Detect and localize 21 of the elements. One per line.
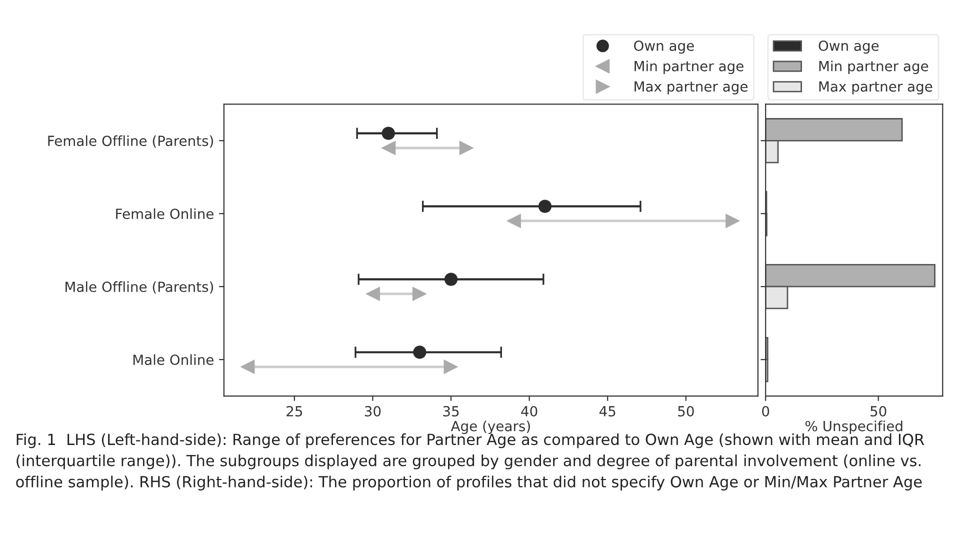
- x-tick-label: 25: [286, 406, 302, 416]
- legend-label: Max partner age: [634, 81, 748, 94]
- x-tick-label: 0: [762, 406, 770, 416]
- x-tick-label: 45: [599, 406, 616, 416]
- y-tick-label: Male Offline (Parents): [66, 281, 214, 294]
- legend-label: Own age: [818, 40, 879, 54]
- x-axis-title: Age (years): [450, 420, 530, 434]
- legend-label: Min partner age: [634, 60, 744, 74]
- legend-label: Own age: [634, 40, 694, 54]
- x-tick-label: 30: [364, 406, 381, 416]
- y-tick-label: Male Online: [133, 354, 214, 366]
- x-tick-label: 50: [678, 406, 694, 416]
- legend-label: Max partner age: [819, 81, 932, 94]
- caption: Fig. 1 LHS (Left-hand-side): Range of preferences for Partner Age as compared to Own Age (shown with mean and IQR (interquartile range)). The subgroups displayed are grouped by gender and degree of parental involvement (online vs. offline sample). RHS (Right-hand-side): The proportion of profiles that did not specify Own Age or Min/Max Partner Age: [16, 433, 924, 490]
- y-tick-label: Female Online: [116, 208, 214, 220]
- y-tick-label: Female Offline (Parents): [48, 135, 214, 148]
- x-tick-label: 50: [870, 406, 886, 416]
- x-tick-label: 40: [521, 406, 538, 416]
- x-axis-title: % Unspecified: [805, 420, 902, 434]
- x-tick-label: 35: [443, 406, 459, 416]
- legend-label: Min partner age: [819, 60, 928, 74]
